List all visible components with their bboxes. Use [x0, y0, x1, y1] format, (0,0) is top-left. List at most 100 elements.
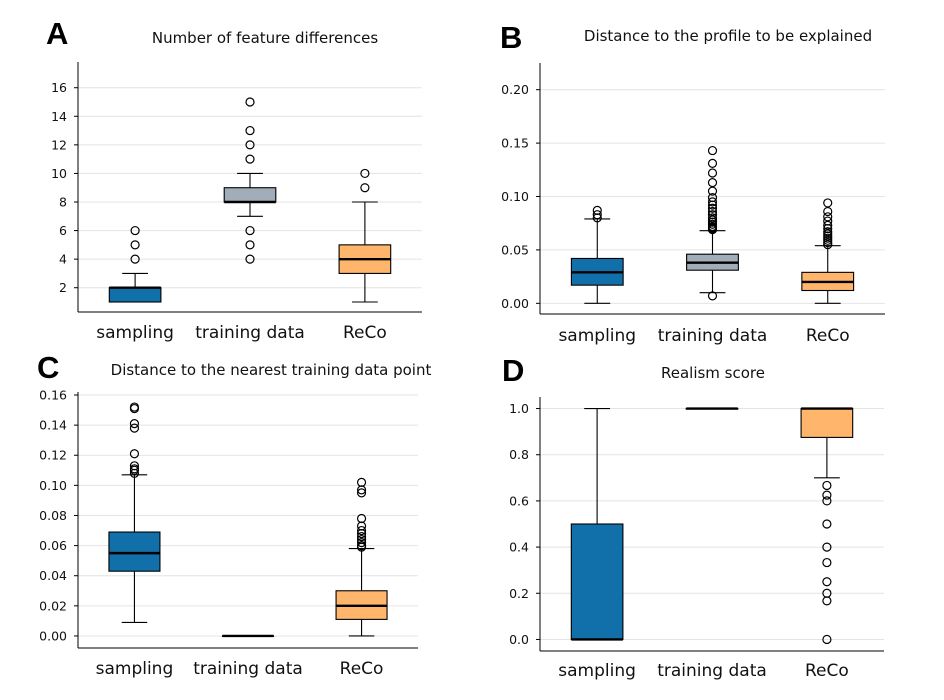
y-tick-label: 0.00 [39, 628, 67, 643]
outlier-point [245, 240, 255, 250]
outlier-point [245, 154, 255, 164]
outlier-point [707, 178, 718, 188]
chart-title: Distance to the nearest training data po… [111, 361, 432, 379]
panel-b: 0.00 0.05 0.10 0.15 0.20 B Distance to the pro… [500, 20, 885, 346]
y-tick-label: 12 [51, 137, 67, 152]
outlier-point [707, 197, 718, 207]
box-sampling [570, 205, 624, 304]
y-tick-label: 0.0 [509, 632, 529, 647]
outlier-point [360, 183, 370, 193]
outlier-point [823, 206, 833, 217]
outlier-point [356, 477, 367, 487]
box-sampling [108, 225, 162, 303]
outlier-point [592, 205, 602, 215]
x-category-label: sampling [96, 323, 174, 343]
outlier-point [823, 212, 833, 222]
y-tick-label: 8 [59, 195, 67, 210]
y-tick-label: 0.15 [501, 136, 529, 151]
outlier-point [129, 449, 140, 459]
outlier-point [129, 423, 140, 433]
y-tick-label: 0.20 [501, 82, 529, 97]
panel-letter: A [46, 16, 68, 51]
y-tick-label: 0.05 [501, 242, 529, 257]
y-tick-label: 0.08 [39, 508, 67, 523]
x-category-label: ReCo [805, 661, 849, 681]
box-body [108, 531, 161, 572]
y-tick-label: 0.12 [39, 448, 67, 463]
y-tick-label: 0.02 [39, 598, 67, 613]
outlier-point [245, 140, 255, 150]
y-tick-label: 1.0 [509, 401, 529, 416]
panel-c: 0.00 0.02 0.04 0.06 0.08 0.10 0.12 0.14 0.16 C Dis… [37, 350, 431, 679]
box-training-data [221, 634, 275, 638]
outlier-point [245, 97, 255, 107]
chart-title: Distance to the profile to be explained [584, 27, 872, 45]
x-category-label: training data [658, 326, 768, 346]
outlier-point [130, 240, 140, 250]
outlier-point [129, 464, 140, 474]
outlier-point [822, 634, 832, 645]
box-body [570, 523, 624, 641]
box-reco [335, 477, 388, 637]
panel-letter: C [37, 350, 59, 385]
outlier-point [356, 531, 367, 542]
outlier-point [707, 213, 718, 223]
x-category-label: training data [193, 659, 303, 679]
panel-d: 0.0 0.2 0.4 0.6 0.8 1.0 D Realism score sampling… [502, 353, 884, 681]
outlier-point [707, 168, 718, 178]
panel-a: 2 4 6 8 10 12 14 16 A Number of feature differenc… [46, 16, 422, 343]
outlier-point [707, 158, 718, 168]
outlier-point [356, 488, 367, 498]
outlier-point [707, 210, 718, 220]
outlier-point [822, 596, 832, 606]
box-reco [800, 407, 854, 645]
outlier-point [707, 203, 718, 213]
y-tick-label: 0.2 [509, 586, 529, 601]
outlier-point [356, 540, 367, 551]
y-tick-label: 16 [51, 80, 67, 95]
x-category-label: training data [657, 661, 767, 681]
outlier-point [822, 496, 832, 506]
box-reco [801, 198, 855, 304]
box-body [800, 407, 854, 438]
outlier-point [822, 588, 832, 598]
outlier-point [822, 557, 832, 568]
outlier-point [245, 254, 255, 264]
y-tick-label: 0.10 [501, 189, 529, 204]
outlier-point [356, 525, 367, 536]
x-category-label: training data [195, 323, 305, 343]
y-tick-label: 0.4 [509, 540, 529, 555]
chart-title: Realism score [661, 364, 765, 382]
outlier-point [823, 198, 833, 208]
outlier-point [360, 168, 370, 179]
outlier-point [822, 480, 832, 491]
box-training-data [686, 145, 739, 301]
box-training-data [685, 407, 739, 410]
box-sampling [108, 402, 161, 623]
outlier-point [130, 254, 140, 264]
outlier-point [245, 125, 255, 136]
outlier-point [822, 577, 832, 587]
outlier-point [707, 145, 718, 156]
outlier-point [129, 461, 140, 471]
outlier-point [707, 192, 718, 203]
y-tick-label: 4 [59, 252, 67, 267]
y-tick-label: 0.16 [39, 388, 67, 403]
outlier-point [129, 402, 140, 412]
outlier-point [356, 513, 367, 524]
x-category-label: sampling [558, 661, 636, 681]
y-tick-label: 0.10 [39, 478, 67, 493]
outlier-point [130, 225, 140, 236]
outlier-point [707, 291, 718, 301]
y-tick-label: 2 [59, 280, 67, 295]
box-sampling [570, 407, 624, 641]
x-category-label: ReCo [343, 323, 387, 343]
outlier-point [822, 490, 832, 500]
y-tick-label: 14 [51, 109, 67, 124]
x-category-label: sampling [96, 659, 174, 679]
y-tick-label: 0.6 [509, 493, 529, 508]
panel-letter: B [500, 20, 522, 55]
outlier-point [129, 419, 140, 429]
y-tick-label: 6 [59, 223, 67, 238]
